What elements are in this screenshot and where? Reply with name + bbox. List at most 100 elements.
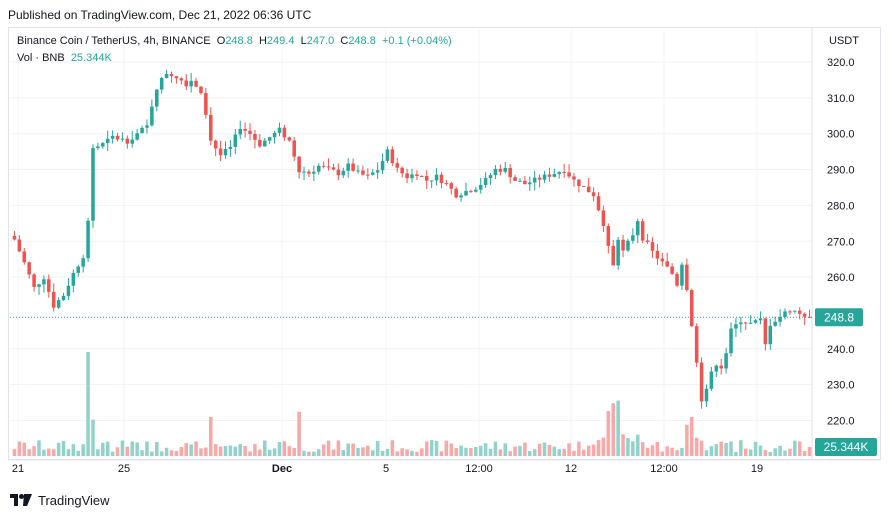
volume-bar (807, 446, 812, 456)
candle-body (650, 242, 655, 251)
candle-body (326, 166, 331, 168)
volume-bar (582, 449, 586, 456)
candle-body (164, 74, 169, 78)
candle-body (807, 316, 812, 318)
volume-bar (351, 443, 355, 456)
candle-body (714, 365, 719, 372)
candle-body (130, 139, 135, 144)
volume-bar (380, 450, 385, 456)
candle-body (704, 388, 709, 402)
volume-bar (518, 446, 522, 456)
volume-bar (631, 441, 635, 456)
candle-body (189, 80, 193, 87)
candle-body (292, 140, 296, 157)
candle-body (572, 176, 576, 180)
candle-body (395, 163, 400, 168)
legend-close-label: C (340, 35, 349, 47)
volume-bar (483, 443, 488, 456)
candle-body (420, 176, 424, 178)
volume-bar (238, 444, 242, 456)
volume-bar (302, 450, 306, 456)
volume-bar (223, 446, 228, 456)
volume-bar (621, 434, 625, 456)
volume-bar (768, 451, 773, 456)
tradingview-brand[interactable]: TradingView (10, 491, 110, 509)
candle-body (17, 239, 22, 252)
volume-bar (434, 441, 439, 456)
candle-body (582, 185, 586, 187)
candle-body (415, 174, 419, 177)
candle-body (685, 264, 689, 291)
candle-body (110, 135, 115, 139)
volume-bar (76, 450, 81, 456)
volume-bar (528, 450, 532, 456)
candle-body (331, 167, 336, 170)
volume-bar (370, 450, 375, 456)
axis-unit-label: USDT (829, 35, 859, 47)
volume-bar (115, 447, 120, 456)
candle-body (248, 130, 252, 135)
legend-high-value: 249.4 (266, 35, 295, 47)
candle-body (665, 261, 669, 267)
candle-body (758, 318, 763, 321)
candle-body (591, 192, 596, 197)
volume-bar (577, 441, 581, 456)
legend-symbol[interactable]: Binance Coin / TetherUS, 4h, BINANCE (17, 35, 211, 47)
volume-bar (542, 442, 547, 456)
candle-body (483, 178, 488, 185)
candle-body (51, 291, 56, 308)
legend-low-value: 247.0 (306, 35, 335, 47)
volume-bar (405, 449, 409, 456)
candle-body (670, 266, 674, 274)
candle-body (27, 262, 31, 275)
volume-bar (537, 443, 542, 456)
candle-body (277, 127, 282, 133)
volume-bar (321, 444, 326, 456)
candle-body (204, 93, 208, 115)
legend-volume-value: 25.344K (70, 52, 112, 64)
candle-body (150, 106, 154, 126)
candle-body (267, 137, 272, 141)
volume-bar (287, 446, 292, 456)
candle-body (287, 137, 292, 141)
candle-body (47, 279, 51, 292)
legend-open-label: O (216, 35, 226, 47)
candle-body (366, 174, 370, 176)
legend-open-value: 248.8 (225, 35, 253, 47)
candle-body (321, 165, 326, 167)
volume-bar (802, 451, 807, 456)
candle-body (253, 134, 257, 140)
volume-bar (626, 437, 630, 456)
candle-body (199, 86, 203, 94)
candle-body (22, 251, 27, 263)
candle-body (631, 235, 635, 241)
x-tick-label: Dec (272, 463, 292, 475)
y-tick-label: 300.0 (827, 129, 855, 141)
candle-body (739, 322, 743, 325)
volume-bar (454, 448, 458, 456)
volume-bar (557, 449, 562, 456)
volume-bar (17, 441, 22, 456)
volume-bar (503, 443, 508, 456)
volume-bar (307, 451, 311, 456)
volume-bar (248, 451, 252, 456)
volume-bar (385, 449, 390, 456)
candle-body (115, 135, 120, 140)
candle-body (645, 240, 650, 243)
last-price-label: 248.8 (824, 310, 854, 324)
candle-body (316, 165, 321, 172)
y-tick-label: 230.0 (827, 380, 855, 392)
candle-body (385, 149, 390, 161)
volume-bar (523, 442, 527, 456)
legend-volume-label[interactable]: Vol · BNB (17, 52, 65, 64)
volume-bar (164, 447, 169, 456)
candle-body (380, 160, 385, 171)
candle-body (125, 138, 130, 144)
volume-bar (267, 449, 272, 456)
candle-body (655, 250, 660, 259)
candle-body (802, 313, 807, 317)
candle-body (174, 76, 179, 79)
volume-bar (233, 446, 238, 456)
last-volume-badge: 25.344K (815, 438, 877, 456)
